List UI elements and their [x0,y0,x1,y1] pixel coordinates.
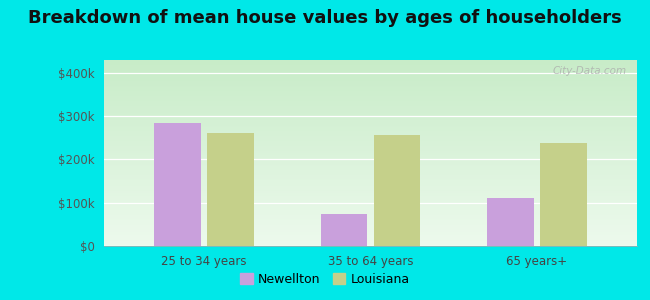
Bar [374,135,421,246]
Bar [540,143,587,246]
Text: Breakdown of mean house values by ages of householders: Breakdown of mean house values by ages o… [28,9,622,27]
Bar [487,198,534,246]
Legend: Newellton, Louisiana: Newellton, Louisiana [235,268,415,291]
Bar [207,133,254,246]
Bar [320,214,367,246]
Text: City-Data.com: City-Data.com [552,66,627,76]
Bar [154,123,201,246]
